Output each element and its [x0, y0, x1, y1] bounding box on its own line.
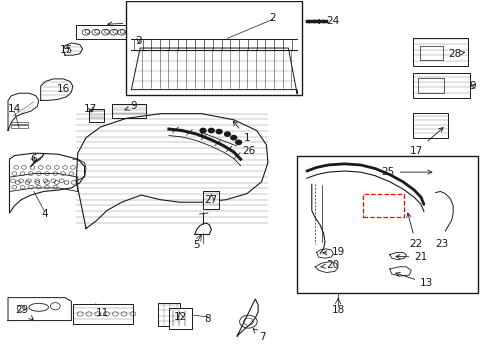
Text: 24: 24: [315, 17, 339, 27]
Text: 18: 18: [331, 305, 344, 315]
Text: 26: 26: [200, 131, 255, 156]
Text: 17: 17: [84, 104, 97, 114]
Bar: [89, 109, 104, 122]
Text: 6: 6: [31, 154, 37, 164]
Bar: [419, 46, 443, 59]
Bar: [412, 113, 447, 138]
Text: 3: 3: [135, 36, 142, 46]
Text: 2: 2: [269, 13, 276, 23]
Text: 9: 9: [469, 81, 475, 91]
Text: 22: 22: [406, 213, 422, 249]
Text: 10: 10: [107, 18, 141, 28]
Text: 15: 15: [60, 45, 73, 55]
Bar: [362, 206, 404, 213]
Bar: [11, 122, 28, 125]
Text: 14: 14: [8, 104, 21, 114]
Text: 21: 21: [395, 252, 427, 262]
Text: 7: 7: [253, 329, 265, 342]
Circle shape: [235, 140, 241, 144]
Bar: [158, 303, 180, 326]
Bar: [76, 25, 130, 40]
Text: 29: 29: [16, 305, 33, 320]
Bar: [417, 78, 444, 93]
Bar: [168, 309, 191, 329]
Bar: [112, 104, 146, 118]
Text: 28: 28: [447, 49, 464, 59]
Text: 13: 13: [395, 273, 432, 288]
Bar: [11, 125, 28, 128]
Text: 9: 9: [124, 102, 137, 112]
Text: 5: 5: [193, 240, 200, 250]
Circle shape: [216, 130, 222, 134]
Circle shape: [200, 129, 205, 133]
Text: 8: 8: [204, 314, 211, 324]
Text: 19: 19: [322, 247, 345, 257]
Text: 11: 11: [95, 309, 108, 318]
Circle shape: [230, 135, 236, 140]
Bar: [412, 39, 467, 66]
Text: 20: 20: [320, 260, 339, 270]
Text: 16: 16: [57, 84, 70, 94]
Bar: [203, 192, 219, 210]
Bar: [126, 1, 302, 95]
Text: 12: 12: [173, 312, 186, 322]
Text: 1: 1: [233, 121, 250, 143]
Text: 25: 25: [381, 167, 431, 177]
Bar: [362, 194, 404, 217]
Text: 23: 23: [434, 239, 447, 249]
Text: 4: 4: [41, 209, 48, 219]
Text: 17: 17: [409, 127, 442, 156]
Bar: [412, 73, 469, 98]
Text: 27: 27: [204, 195, 218, 205]
Bar: [297, 156, 477, 293]
Bar: [73, 304, 133, 324]
Circle shape: [208, 129, 214, 133]
Circle shape: [224, 132, 230, 136]
